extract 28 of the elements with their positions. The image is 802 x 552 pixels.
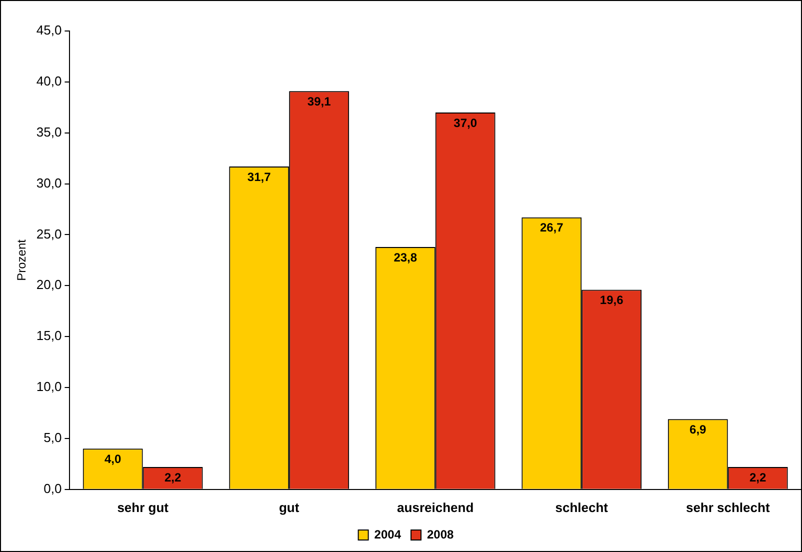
x-tick-label: sehr schlecht [686, 500, 770, 515]
y-tick-label: 0,0 [44, 480, 62, 496]
y-tick-label: 25,0 [36, 226, 62, 242]
data-label: 23,8 [394, 250, 418, 264]
data-label: 26,7 [540, 220, 564, 235]
legend-label: 2004 [374, 527, 402, 542]
y-tick-label: 10,0 [36, 379, 62, 394]
x-tick-label: ausreichend [397, 500, 474, 515]
data-label: 37,0 [454, 116, 478, 130]
data-label: 4,0 [104, 452, 122, 466]
data-label: 31,7 [247, 170, 272, 184]
y-tick-label: 30,0 [36, 175, 62, 190]
y-tick-label: 45,0 [36, 22, 62, 38]
x-tick-label: sehr gut [117, 500, 170, 515]
data-label: 19,6 [600, 293, 624, 308]
y-tick-label: 40,0 [36, 74, 62, 89]
data-label: 39,1 [307, 94, 332, 108]
x-tick-label: schlecht [555, 500, 609, 515]
data-label: 2,2 [750, 470, 767, 484]
y-tick-label: 20,0 [36, 277, 62, 292]
y-tick-label: 5,0 [44, 430, 62, 446]
data-label: 6,9 [690, 422, 707, 436]
x-tick-label: gut [278, 500, 300, 515]
legend-label: 2008 [427, 527, 454, 542]
y-tick-label: 35,0 [36, 124, 62, 140]
data-label: 2,2 [164, 470, 182, 484]
y-axis-title: Prozent [14, 238, 29, 281]
y-tick-label: 15,0 [36, 328, 62, 344]
